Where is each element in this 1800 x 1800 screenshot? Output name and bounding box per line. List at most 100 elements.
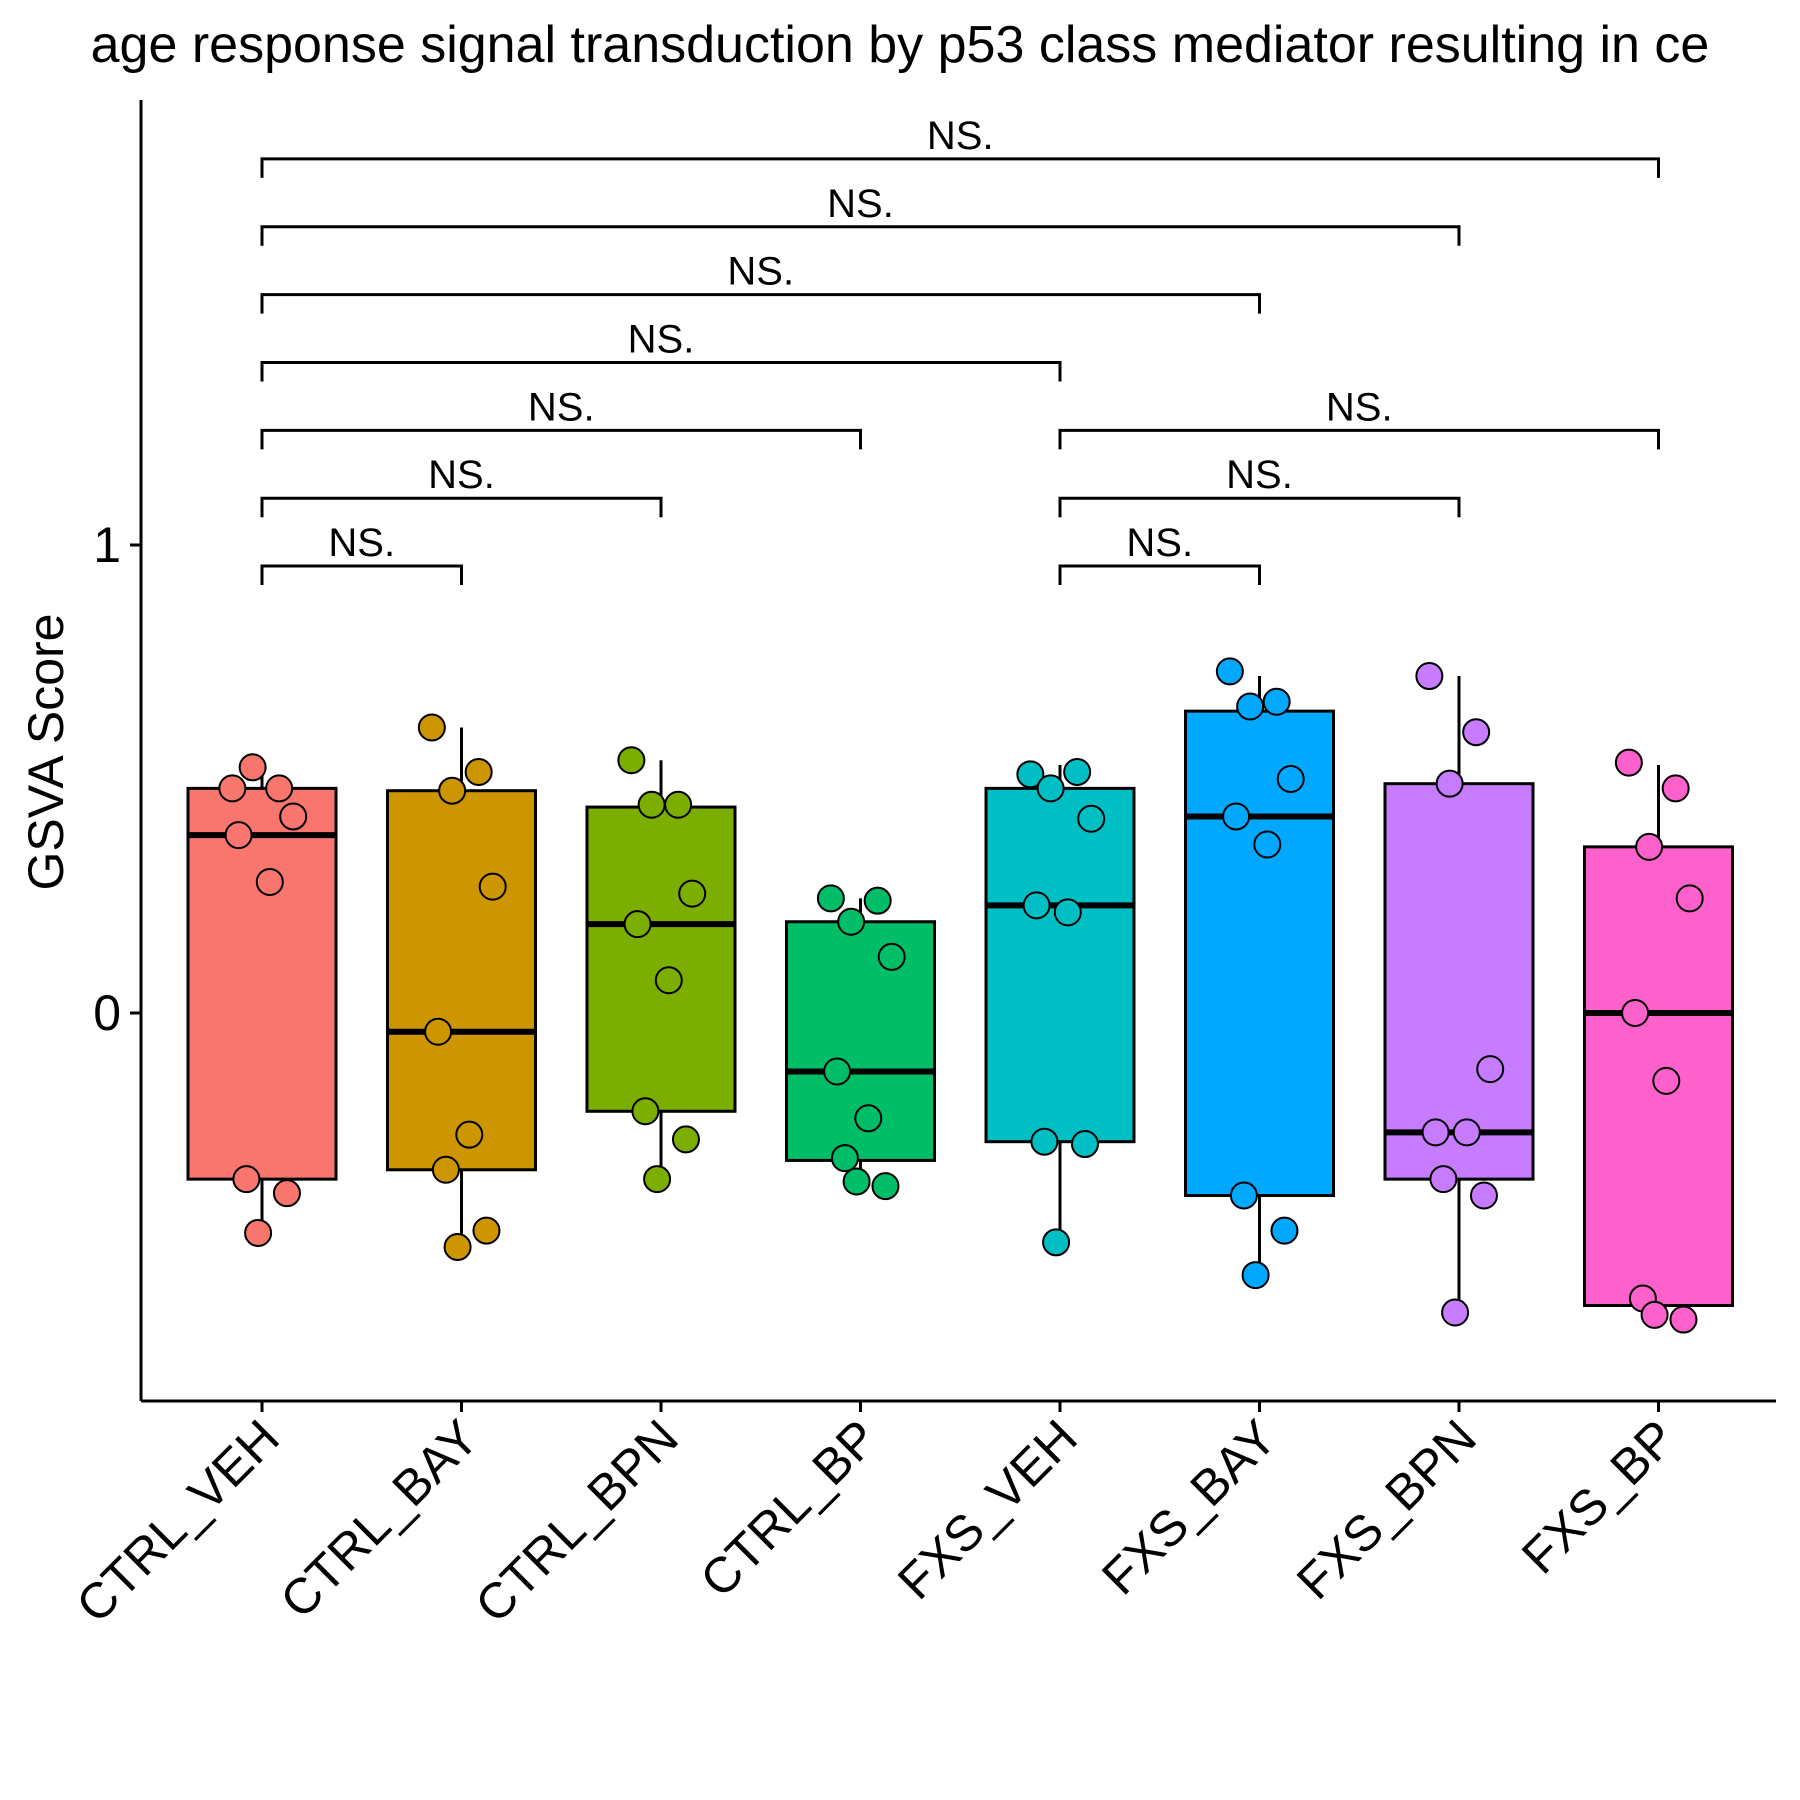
significance-label: NS. bbox=[628, 317, 695, 361]
data-point bbox=[232, 1165, 261, 1194]
bracket-line bbox=[1058, 428, 1660, 450]
data-point bbox=[1241, 1261, 1270, 1290]
data-point bbox=[224, 821, 253, 850]
data-point bbox=[424, 1017, 453, 1046]
data-point bbox=[464, 757, 493, 786]
data-point bbox=[478, 872, 507, 901]
y-tick-label: 0 bbox=[93, 985, 121, 1041]
data-point bbox=[1063, 757, 1092, 786]
significance-bracket: NS. bbox=[1058, 521, 1261, 586]
y-axis-label: GSVA Score bbox=[18, 614, 74, 891]
significance-label: NS. bbox=[827, 182, 894, 226]
data-point bbox=[842, 1167, 871, 1196]
bracket-line bbox=[260, 496, 663, 518]
bracket-line bbox=[1058, 496, 1461, 518]
bracket-line bbox=[260, 293, 1261, 314]
data-point bbox=[1030, 1127, 1059, 1156]
data-point bbox=[1661, 774, 1690, 803]
data-point bbox=[1262, 687, 1291, 716]
data-point bbox=[455, 1120, 484, 1149]
significance-label: NS. bbox=[727, 250, 794, 294]
data-point bbox=[279, 802, 308, 831]
significance-bracket: NS. bbox=[260, 453, 663, 518]
data-point bbox=[1435, 769, 1464, 798]
box-group-ctrl-bp bbox=[785, 884, 936, 1201]
data-point bbox=[1229, 1181, 1258, 1210]
data-point bbox=[637, 790, 666, 819]
significance-bracket: NS. bbox=[260, 385, 862, 450]
data-point bbox=[854, 1104, 883, 1133]
data-point bbox=[443, 1233, 472, 1261]
bracket-line bbox=[1058, 564, 1261, 586]
data-point bbox=[431, 1155, 460, 1184]
significance-label: NS. bbox=[927, 114, 994, 158]
x-tick-label: CTRL_BPN bbox=[464, 1409, 688, 1633]
data-point bbox=[1429, 1165, 1458, 1194]
bracket-line bbox=[260, 157, 1660, 178]
box-group-fxs-veh bbox=[984, 757, 1136, 1257]
data-point bbox=[1016, 760, 1045, 789]
data-point bbox=[1675, 884, 1704, 913]
data-point bbox=[664, 790, 693, 819]
data-point bbox=[671, 1125, 700, 1154]
data-point bbox=[244, 1218, 273, 1247]
box-group-ctrl-bpn bbox=[585, 746, 737, 1194]
data-point bbox=[1476, 1055, 1505, 1084]
data-point bbox=[1635, 832, 1664, 861]
data-point bbox=[863, 886, 892, 915]
y-tick-label: 1 bbox=[93, 517, 121, 573]
data-point bbox=[272, 1179, 301, 1208]
data-point bbox=[1215, 657, 1244, 686]
significance-label: NS. bbox=[428, 453, 495, 497]
data-point bbox=[1042, 1228, 1071, 1257]
box bbox=[585, 805, 737, 1113]
data-point bbox=[417, 713, 446, 742]
bracket-line bbox=[260, 360, 1062, 382]
data-point bbox=[1236, 692, 1265, 721]
x-tick-label: FXS_BPN bbox=[1286, 1409, 1487, 1610]
data-point bbox=[1053, 898, 1082, 927]
significance-bracket: NS. bbox=[260, 182, 1461, 246]
data-point bbox=[654, 966, 683, 995]
x-tick-label: CTRL_BAY bbox=[270, 1409, 490, 1629]
data-point bbox=[617, 746, 646, 775]
x-tick-label: FXS_BAY bbox=[1091, 1409, 1287, 1605]
bracket-line bbox=[260, 564, 463, 586]
box-group-fxs-bp bbox=[1583, 748, 1734, 1334]
data-point bbox=[837, 907, 866, 936]
data-point bbox=[1640, 1300, 1669, 1329]
box bbox=[386, 789, 537, 1172]
data-point bbox=[816, 884, 845, 913]
data-point bbox=[438, 776, 467, 805]
x-tick-label: FXS_BP bbox=[1511, 1409, 1686, 1584]
data-point bbox=[255, 867, 284, 896]
chart-title: age response signal transduction by p53 … bbox=[91, 16, 1710, 74]
box bbox=[1383, 782, 1535, 1181]
data-point bbox=[631, 1097, 660, 1126]
data-point bbox=[1222, 802, 1251, 831]
x-tick-label: CTRL_BP bbox=[690, 1409, 889, 1608]
data-point bbox=[1036, 774, 1065, 803]
significance-bracket: NS. bbox=[1058, 385, 1660, 450]
data-point bbox=[823, 1057, 852, 1086]
x-tick-label: FXS_VEH bbox=[887, 1409, 1088, 1610]
data-point bbox=[1421, 1118, 1450, 1147]
data-point bbox=[1621, 999, 1650, 1027]
significance-bracket: NS. bbox=[1058, 453, 1461, 518]
data-point bbox=[623, 910, 652, 939]
data-point bbox=[1270, 1216, 1299, 1245]
data-point bbox=[1253, 830, 1282, 859]
data-point bbox=[877, 942, 906, 971]
data-point bbox=[1469, 1181, 1498, 1210]
x-tick-label: CTRL_VEH bbox=[65, 1409, 289, 1633]
data-point bbox=[1415, 662, 1444, 691]
data-point bbox=[1652, 1066, 1681, 1095]
box bbox=[984, 786, 1136, 1144]
box-group-ctrl-bay bbox=[386, 713, 537, 1261]
data-point bbox=[218, 774, 247, 803]
data-point bbox=[1022, 891, 1051, 920]
data-point bbox=[1077, 804, 1106, 833]
significance-bracket: NS. bbox=[260, 317, 1062, 382]
